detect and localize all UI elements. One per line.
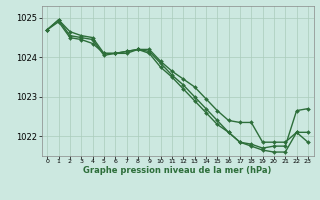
X-axis label: Graphe pression niveau de la mer (hPa): Graphe pression niveau de la mer (hPa) (84, 166, 272, 175)
